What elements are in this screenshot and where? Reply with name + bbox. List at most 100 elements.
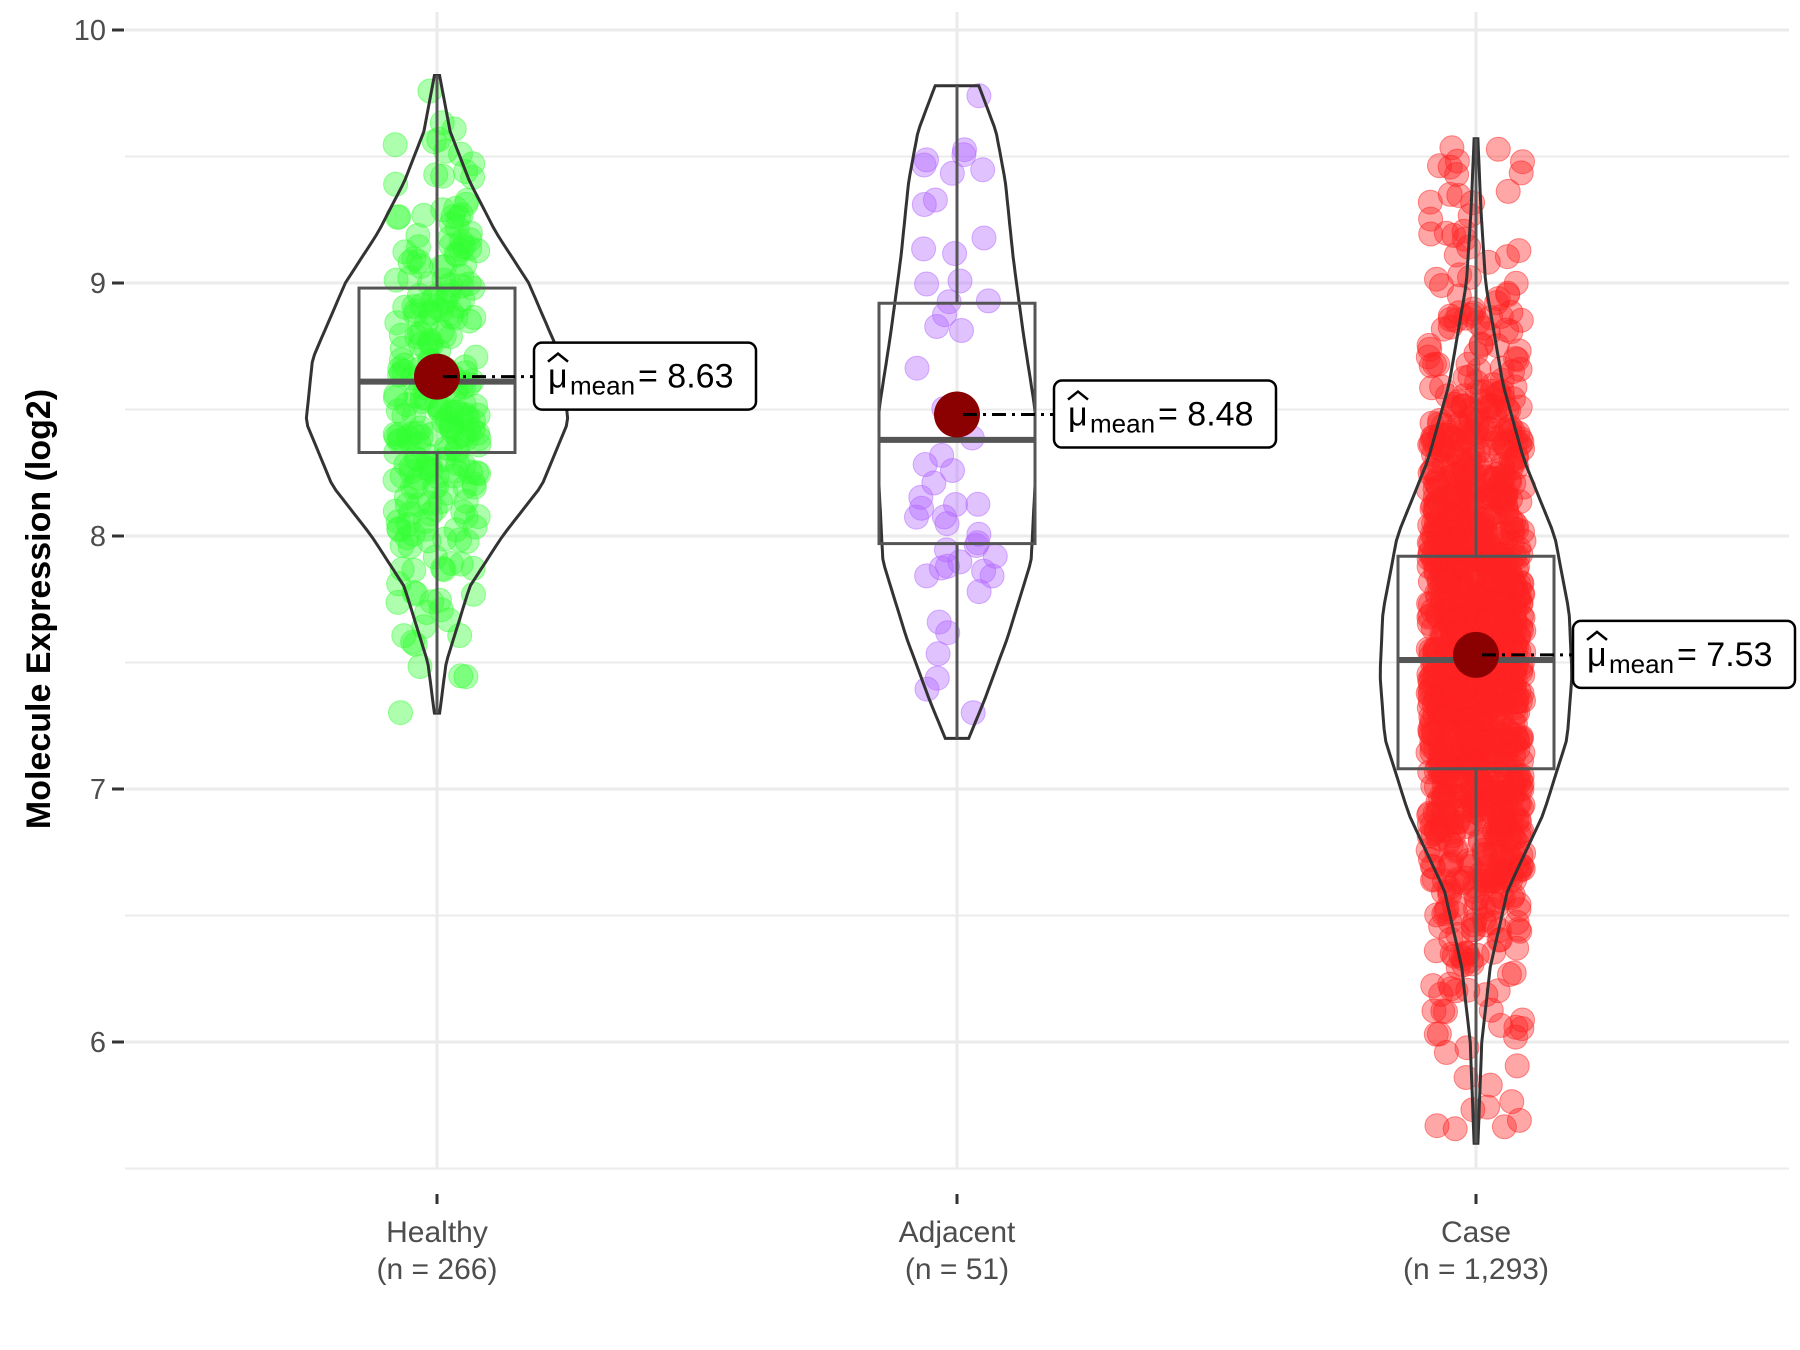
- mean-label-box: [532, 341, 758, 411]
- data-point: [1417, 688, 1443, 714]
- data-point: [1510, 662, 1536, 688]
- data-point: [1433, 1040, 1459, 1065]
- data-point: [450, 499, 476, 525]
- mean-label-box: [1571, 619, 1797, 690]
- data-point: [447, 527, 473, 553]
- data-point: [1437, 181, 1463, 207]
- data-point: [1418, 353, 1444, 379]
- data-point: [965, 491, 991, 517]
- data-point: [430, 163, 456, 189]
- data-point: [454, 528, 480, 554]
- data-point: [404, 324, 430, 350]
- data-point: [1420, 662, 1446, 687]
- data-point: [1501, 960, 1527, 986]
- data-point: [445, 438, 471, 464]
- data-point: [966, 579, 992, 605]
- data-point: [1489, 707, 1515, 733]
- data-point: [1427, 784, 1453, 810]
- x-tick-count: (n = 51): [905, 1253, 1009, 1286]
- data-point: [1500, 359, 1525, 385]
- violin-outline: [1378, 137, 1574, 1145]
- data-point: [914, 563, 940, 589]
- data-point: [1508, 591, 1534, 617]
- data-point: [1491, 1114, 1517, 1140]
- violin-outline: [877, 84, 1037, 740]
- data-point: [911, 192, 937, 217]
- data-point: [904, 355, 930, 381]
- data-point: [1504, 909, 1530, 935]
- data-point: [1420, 821, 1446, 847]
- data-point: [1509, 580, 1535, 606]
- y-tick-label: 7: [90, 774, 106, 806]
- data-point: [406, 249, 431, 275]
- data-point: [438, 304, 464, 330]
- data-point: [1492, 558, 1518, 584]
- group-healthy: μ mean = 8.63: [304, 74, 758, 726]
- data-point: [1475, 606, 1501, 632]
- iqr-box: [357, 286, 517, 455]
- data-point: [947, 268, 973, 294]
- mean-symbol: μ: [548, 358, 568, 396]
- data-point: [1443, 768, 1469, 794]
- mean-symbol: μ: [1068, 396, 1088, 434]
- group-adjacent: μ mean = 8.48: [877, 83, 1278, 740]
- data-point: [1417, 336, 1443, 362]
- y-tick-label: 10: [74, 15, 106, 47]
- data-point: [1442, 526, 1468, 552]
- group-case: μ mean = 7.53: [1378, 135, 1797, 1145]
- data-point: [431, 323, 457, 349]
- data-point: [1467, 558, 1492, 584]
- data-point: [438, 551, 464, 576]
- data-point: [1495, 280, 1521, 306]
- iqr-box: [877, 301, 1037, 546]
- data-point: [1506, 338, 1532, 364]
- data-point: [443, 241, 469, 267]
- data-point: [452, 474, 478, 500]
- data-point: [1441, 519, 1466, 545]
- data-point: [934, 511, 960, 537]
- data-point: [1504, 689, 1530, 714]
- data-point: [1495, 768, 1521, 793]
- data-point: [438, 414, 464, 440]
- data-point: [1477, 1072, 1503, 1098]
- data-point: [1444, 162, 1470, 187]
- data-point: [1457, 364, 1483, 390]
- mean-subscript: mean: [1609, 649, 1674, 679]
- mean-symbol: μ: [1587, 636, 1607, 674]
- data-point: [1454, 721, 1479, 747]
- data-point: [904, 504, 929, 530]
- data-point: [1437, 314, 1463, 340]
- data-point: [975, 288, 1001, 314]
- data-point: [1468, 333, 1494, 358]
- jitter-points: [904, 83, 1008, 726]
- data-point: [925, 641, 951, 667]
- data-point: [448, 663, 474, 689]
- data-point: [1493, 481, 1519, 507]
- data-point: [444, 437, 470, 463]
- data-point: [1502, 732, 1528, 758]
- data-point: [1455, 977, 1481, 1003]
- data-point: [1497, 776, 1523, 802]
- data-point: [394, 492, 420, 518]
- data-point: [463, 393, 489, 419]
- data-point: [1457, 265, 1482, 290]
- data-point: [1442, 608, 1468, 633]
- data-point: [1430, 998, 1456, 1024]
- data-point: [1424, 1113, 1450, 1139]
- data-point: [1437, 306, 1463, 332]
- data-point: [441, 463, 467, 489]
- data-point: [1427, 153, 1452, 179]
- data-point: [1480, 430, 1506, 456]
- data-point: [940, 458, 965, 483]
- data-point: [942, 241, 968, 266]
- data-point: [401, 557, 427, 583]
- data-point: [1505, 554, 1530, 579]
- x-tick-label: Healthy: [386, 1216, 488, 1249]
- data-point: [908, 484, 934, 510]
- data-point: [1485, 136, 1511, 162]
- hat-icon: [1586, 630, 1608, 641]
- data-point: [1441, 823, 1467, 849]
- x-tick-count: (n = 266): [377, 1253, 498, 1286]
- data-point: [1431, 800, 1456, 826]
- data-point: [1447, 507, 1473, 533]
